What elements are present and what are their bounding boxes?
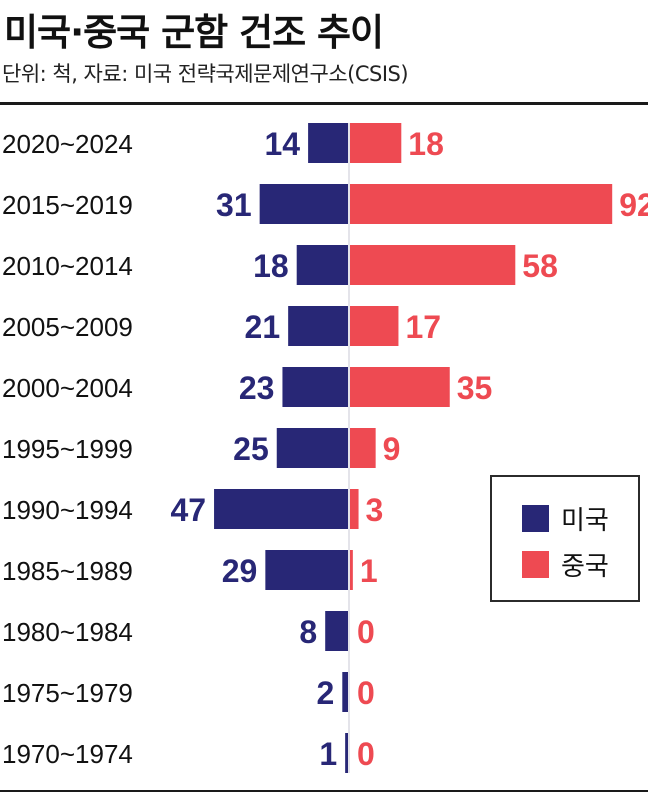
category-label-2010-2014: 2010~2014 <box>2 251 133 281</box>
category-label-2015-2019: 2015~2019 <box>2 190 133 220</box>
value-label-us-2000-2004: 23 <box>239 370 275 406</box>
value-label-china-1985-1989: 1 <box>360 553 378 589</box>
value-label-china-1975-1979: 0 <box>357 675 375 711</box>
bottom-rule <box>0 790 648 792</box>
value-label-us-1975-1979: 2 <box>317 675 335 711</box>
value-label-china-1980-1984: 0 <box>357 614 375 650</box>
bar-us-2005-2009 <box>288 306 348 346</box>
bar-us-2020-2024 <box>308 123 348 163</box>
bar-us-2010-2014 <box>296 245 348 285</box>
value-label-us-2010-2014: 18 <box>253 248 289 284</box>
value-label-china-2000-2004: 35 <box>457 370 493 406</box>
value-label-china-1970-1974: 0 <box>357 736 375 772</box>
legend-item-china: 중국 <box>522 548 609 582</box>
value-label-china-2015-2019: 92 <box>619 187 648 223</box>
value-label-us-2015-2019: 31 <box>216 187 252 223</box>
value-label-china-2005-2009: 17 <box>405 309 441 345</box>
legend-item-us: 미국 <box>522 502 609 536</box>
bar-us-1970-1974 <box>345 733 348 773</box>
legend-swatch-us <box>522 504 549 532</box>
bar-china-2000-2004 <box>350 367 450 407</box>
bar-china-1990-1994 <box>350 489 359 529</box>
bar-china-1995-1999 <box>350 428 376 468</box>
legend-label-china: 중국 <box>561 551 609 582</box>
value-label-us-1980-1984: 8 <box>299 614 317 650</box>
category-label-1995-1999: 1995~1999 <box>2 434 133 464</box>
bar-china-1985-1989 <box>350 550 353 590</box>
category-label-1990-1994: 1990~1994 <box>2 495 133 525</box>
bar-us-2000-2004 <box>282 367 348 407</box>
value-label-us-2020-2024: 14 <box>265 126 301 162</box>
category-label-2020-2024: 2020~2024 <box>2 129 133 159</box>
bar-us-1985-1989 <box>265 550 348 590</box>
bar-china-2020-2024 <box>350 123 402 163</box>
category-label-1980-1984: 1980~1984 <box>2 617 133 647</box>
bar-china-2005-2009 <box>350 306 399 346</box>
category-label-1970-1974: 1970~1974 <box>2 739 133 769</box>
top-rule <box>0 102 648 105</box>
category-label-1975-1979: 1975~1979 <box>2 678 133 708</box>
legend: 미국 중국 <box>490 475 640 602</box>
value-label-us-2005-2009: 21 <box>245 309 281 345</box>
chart-title: 미국·중국 군함 건조 추이 <box>4 11 384 54</box>
value-label-us-1970-1974: 1 <box>319 736 337 772</box>
bar-us-1995-1999 <box>276 428 348 468</box>
legend-label-us: 미국 <box>561 505 609 536</box>
bar-china-2015-2019 <box>350 184 613 224</box>
category-label-2005-2009: 2005~2009 <box>2 312 133 342</box>
value-label-us-1990-1994: 47 <box>170 492 206 528</box>
bar-us-2015-2019 <box>259 184 348 224</box>
legend-swatch-china <box>522 550 549 578</box>
bar-us-1975-1979 <box>342 672 348 712</box>
bar-us-1990-1994 <box>214 489 348 529</box>
value-label-us-1995-1999: 25 <box>233 431 269 467</box>
category-label-2000-2004: 2000~2004 <box>2 373 133 403</box>
chart-subtitle: 단위: 척, 자료: 미국 전략국제문제연구소(CSIS) <box>2 62 409 86</box>
bar-china-2010-2014 <box>350 245 516 285</box>
value-label-china-2010-2014: 58 <box>522 248 558 284</box>
bar-us-1980-1984 <box>325 611 348 651</box>
value-label-china-2020-2024: 18 <box>408 126 444 162</box>
category-label-1985-1989: 1985~1989 <box>2 556 133 586</box>
value-label-china-1990-1994: 3 <box>366 492 384 528</box>
value-label-us-1985-1989: 29 <box>222 553 258 589</box>
value-label-china-1995-1999: 9 <box>383 431 401 467</box>
